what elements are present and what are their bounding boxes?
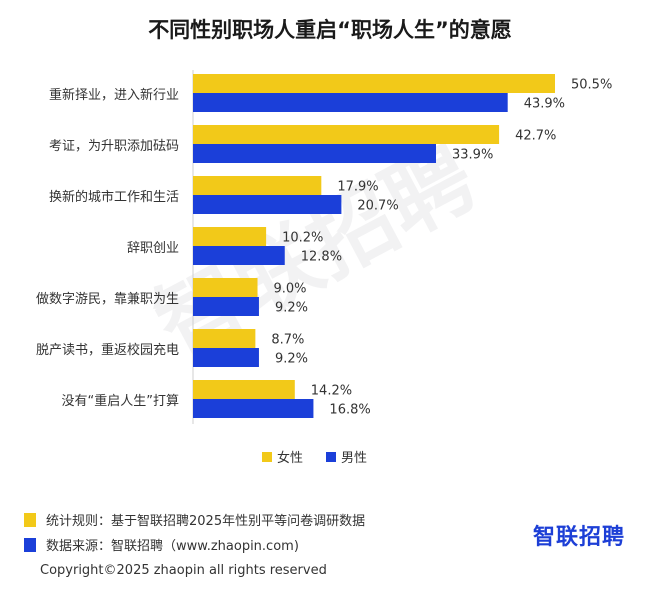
stat-rule-note: 统计规则：基于智联招聘2025年性别平等问卷调研数据: [24, 510, 365, 529]
bar-female: [193, 74, 555, 93]
data-label: 42.7%: [515, 129, 556, 144]
data-source-swatch: [24, 537, 36, 552]
legend-swatch-male: [326, 452, 336, 462]
bar-female: [193, 278, 258, 297]
data-label: 20.7%: [357, 199, 398, 214]
data-label: 9.2%: [275, 352, 308, 367]
bar-male: [193, 297, 259, 316]
data-label: 50.5%: [571, 78, 612, 93]
category-label: 辞职创业: [127, 241, 179, 256]
stat-rule-swatch: [24, 512, 36, 527]
bar-male: [193, 195, 342, 214]
stat-rule-text: 统计规则：基于智联招聘2025年性别平等问卷调研数据: [46, 514, 366, 529]
legend-swatch-female: [262, 452, 272, 462]
bar-female: [193, 329, 256, 348]
copyright-text: Copyright©2025 zhaopin all rights reserv…: [40, 563, 327, 578]
category-label: 没有“重启人生”打算: [62, 393, 179, 409]
category-label: 重新择业，进入新行业: [49, 87, 179, 103]
bar-female: [193, 125, 500, 144]
data-label: 8.7%: [271, 333, 304, 348]
bar-female: [193, 380, 295, 399]
chart-title: 不同性别职场人重启“职场人生”的意愿: [148, 18, 512, 42]
bar-male: [193, 246, 285, 265]
data-label: 43.9%: [524, 97, 565, 112]
zhaopin-logo: 智联招聘: [533, 525, 626, 550]
bar-chart: 重新择业，进入新行业 50.5% 43.9% 考证，为升职添加砝码 42.7% 33.9%…: [36, 70, 612, 466]
data-label: 12.8%: [301, 250, 342, 265]
data-source-note: 数据来源：智联招聘（www.zhaopin.com): [24, 535, 299, 554]
category-label: 换新的城市工作和生活: [49, 189, 179, 205]
category-label: 脱产读书，重返校园充电: [36, 342, 179, 358]
data-label: 33.9%: [452, 148, 493, 163]
bar-male: [193, 348, 259, 367]
data-label: 9.0%: [274, 282, 307, 297]
data-label: 17.9%: [337, 180, 378, 195]
legend-label-female: 女性: [277, 450, 303, 466]
bar-male: [193, 144, 437, 163]
legend-label-male: 男性: [341, 451, 367, 466]
data-label: 14.2%: [311, 384, 352, 399]
bar-female: [193, 227, 267, 246]
bar-male: [193, 93, 508, 112]
category-label: 做数字游民，靠兼职为生: [36, 292, 179, 307]
category-label: 考证，为升职添加砝码: [49, 139, 179, 154]
bar-female: [193, 176, 322, 195]
data-label: 16.8%: [329, 403, 370, 418]
data-label: 10.2%: [282, 231, 323, 246]
data-label: 9.2%: [275, 301, 308, 316]
data-source-text: 数据来源：智联招聘（www.zhaopin.com): [46, 539, 299, 554]
bar-male: [193, 399, 314, 418]
